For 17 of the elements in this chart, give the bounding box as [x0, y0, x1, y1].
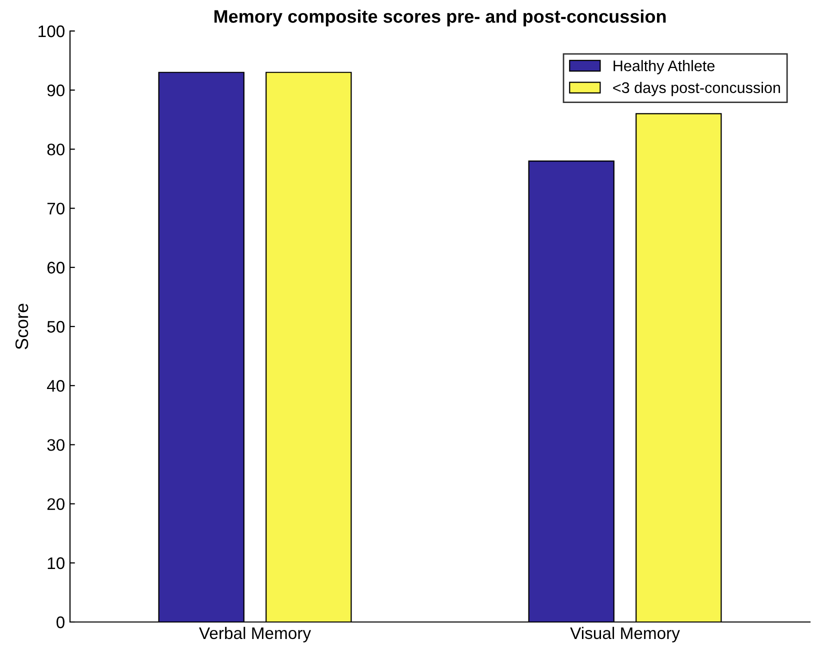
y-tick-label: 40 — [46, 380, 64, 392]
y-tick-label: 70 — [47, 202, 64, 215]
y-tick-label: 10 — [48, 557, 64, 570]
chart-title: Memory composite scores pre- and post-concussion — [214, 10, 666, 26]
y-tick-label: 60 — [47, 262, 64, 274]
y-tick-label: 50 — [47, 320, 64, 333]
y-axis-title: Score — [15, 304, 28, 350]
y-tick-label: 90 — [47, 84, 64, 96]
y-tick-label: 100 — [38, 25, 64, 38]
y-tick-label: 30 — [47, 439, 64, 451]
y-tick-label: 80 — [47, 144, 64, 156]
legend-label: Healthy Athlete — [614, 60, 714, 74]
x-tick-label: Visual Memory — [570, 626, 680, 642]
legend-label: <3 days post-concussion — [613, 82, 780, 96]
x-tick-label: Verbal Memory — [199, 626, 312, 642]
y-tick-label: 20 — [47, 498, 64, 510]
y-tick-label: 0 — [56, 616, 64, 628]
